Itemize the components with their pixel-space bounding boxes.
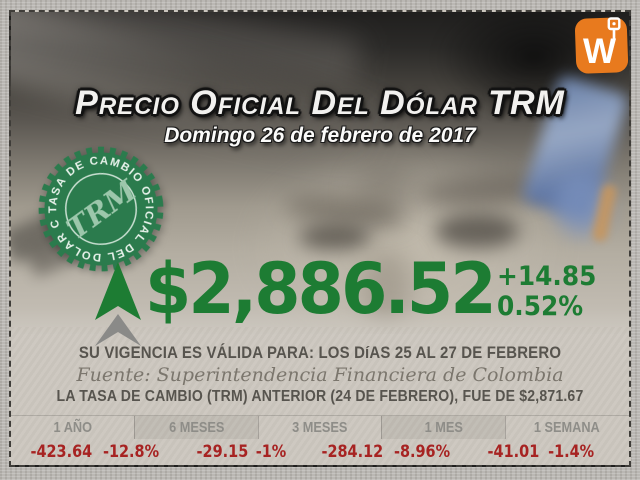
validity-line: SU VIGENCIA ES VÁLIDA PARA: LOS DíAS 25 … bbox=[78, 343, 562, 362]
percent-value: -12.8% bbox=[102, 442, 159, 462]
portrait-brow bbox=[418, 171, 552, 211]
percent-value: -1.4% bbox=[548, 442, 595, 462]
price-block: $2,886.52 +14.85 0.52% bbox=[89, 248, 629, 352]
table-header-background bbox=[11, 416, 629, 439]
column-header: 1 AÑO bbox=[53, 419, 93, 436]
date-line: Domingo 26 de febrero de 2017 bbox=[164, 124, 476, 147]
trm-price-value: $2,886.52 bbox=[145, 248, 497, 330]
table-cell: -423.64 -12.8% bbox=[11, 439, 178, 465]
history-table: 1 AÑO 6 MESES 3 MESES 1 MES 1 SEMANA -42… bbox=[11, 415, 629, 464]
price-change-amount: +14.85 bbox=[497, 261, 597, 292]
table-header-row: 1 AÑO 6 MESES 3 MESES 1 MES 1 SEMANA bbox=[11, 416, 629, 439]
up-arrow-icon bbox=[95, 262, 141, 346]
price-change: +14.85 0.52% bbox=[497, 262, 596, 321]
table-cell: -16.29 -0.56% bbox=[612, 439, 629, 465]
table-values-row: -423.64 -12.8% -29.15 -1% -284.12 -8.96%… bbox=[11, 439, 629, 465]
table-cell: -29.15 -1% bbox=[178, 439, 303, 465]
portrait-shadow bbox=[355, 162, 415, 224]
percent-value: -8.96% bbox=[394, 442, 451, 462]
column-header: 6 MESES bbox=[168, 419, 225, 436]
table-cell: -284.12 -8.96% bbox=[302, 439, 469, 465]
portrait-eye bbox=[299, 224, 371, 250]
blue-ribbon-blur bbox=[554, 174, 610, 236]
column-header: 3 MESES bbox=[292, 419, 348, 436]
previous-rate-line: LA TASA DE CAMBIO (TRM) ANTERIOR (24 DE … bbox=[56, 388, 584, 405]
infographic-canvas: Precio Oficial Del Dólar TRM Domingo 26 … bbox=[9, 10, 631, 467]
change-value: -423.64 bbox=[30, 442, 93, 462]
logo-letter: W bbox=[583, 32, 616, 71]
column-header: 1 SEMANA bbox=[534, 419, 601, 436]
change-value: -284.12 bbox=[321, 442, 384, 462]
w-radio-logo: W bbox=[574, 17, 629, 74]
bill-edge-highlight bbox=[11, 12, 363, 85]
change-value: -29.15 bbox=[196, 442, 248, 462]
price-change-percent: 0.52% bbox=[497, 290, 584, 322]
table-cell: -41.01 -1.4% bbox=[469, 439, 612, 465]
source-line: Fuente: Superintendencia Financiera de C… bbox=[76, 364, 564, 386]
column-header: 1 MES bbox=[424, 419, 463, 436]
page-title: Precio Oficial Del Dólar TRM bbox=[75, 84, 565, 122]
change-value: -41.01 bbox=[487, 442, 540, 462]
bill-detail-blur bbox=[591, 183, 618, 243]
percent-value: -1% bbox=[255, 442, 286, 462]
portrait-eye bbox=[435, 214, 519, 248]
trm-stamp-seal: TASA DE CAMBIO OFICIAL DEL DOLAR COLOMBI… bbox=[29, 137, 164, 272]
portrait-brow bbox=[282, 191, 404, 231]
